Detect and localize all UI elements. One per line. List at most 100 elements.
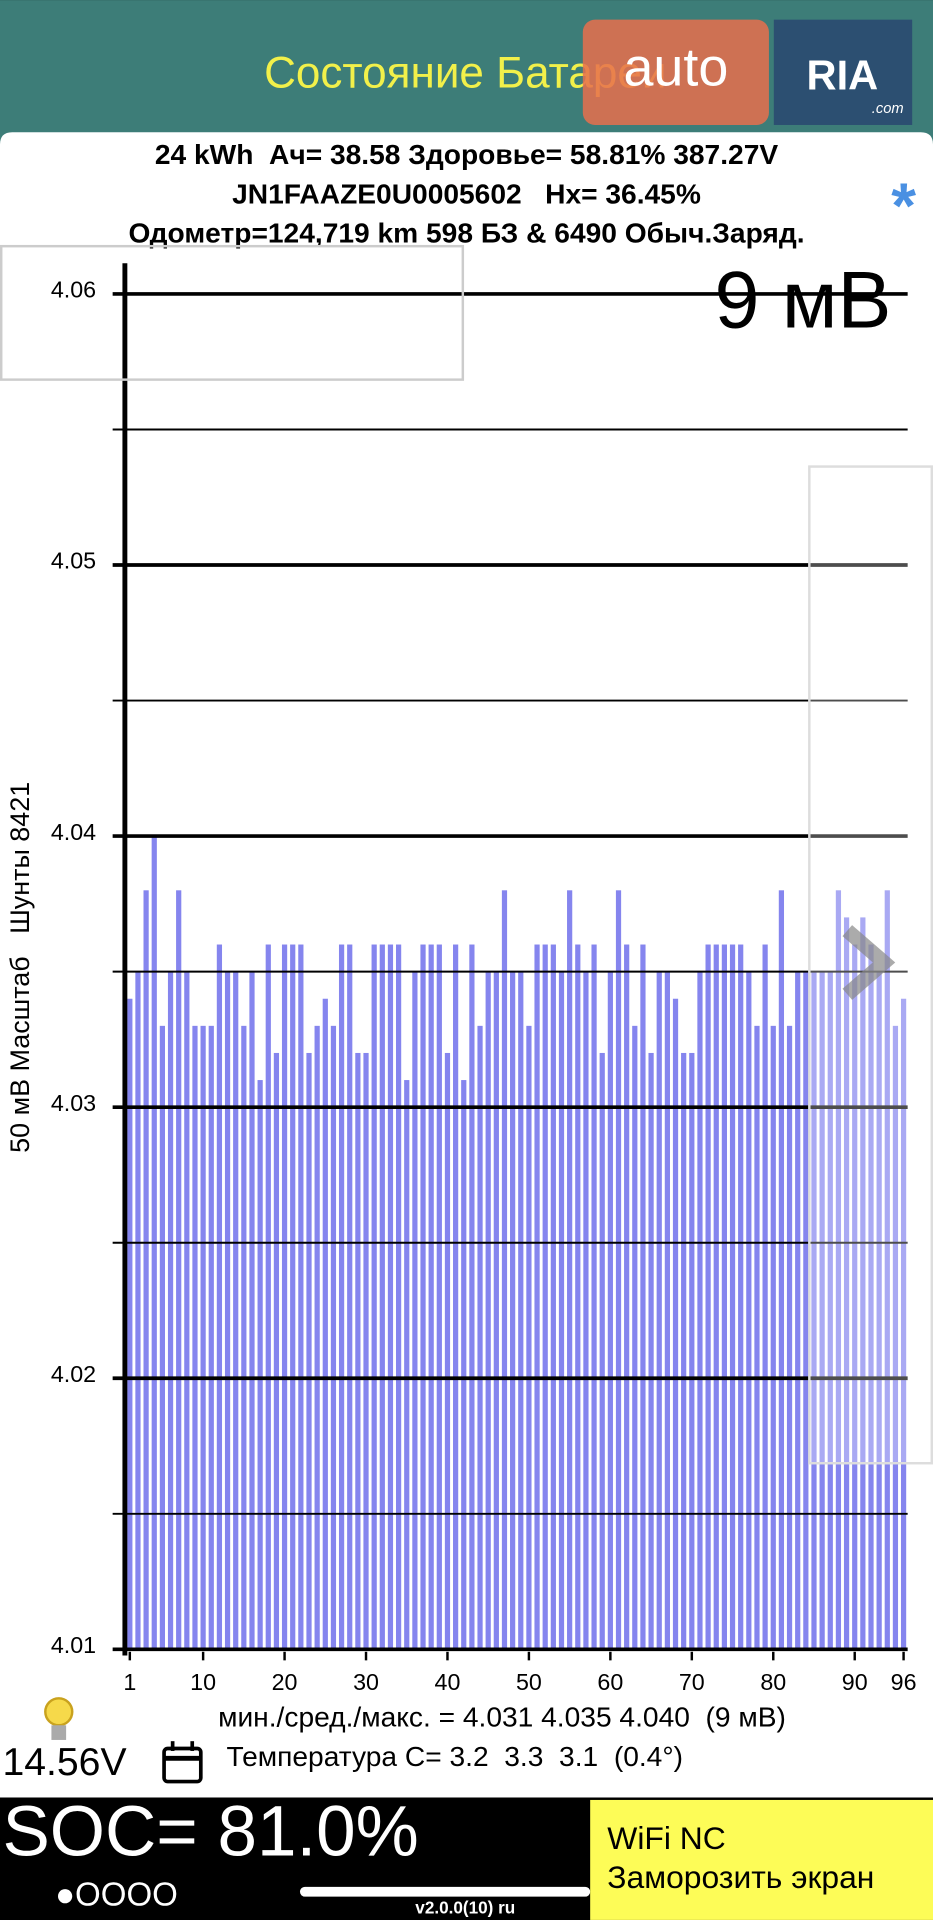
bar <box>347 944 353 1650</box>
bar <box>713 944 719 1650</box>
bar <box>640 944 646 1650</box>
bar <box>705 944 711 1650</box>
freeze-button[interactable]: Заморозить экран <box>607 1859 874 1895</box>
overlay-box <box>0 244 465 381</box>
bar <box>811 971 817 1650</box>
bar <box>241 1025 247 1650</box>
bar <box>249 971 255 1650</box>
bar <box>192 1025 198 1650</box>
y-tick-label: 4.05 <box>51 548 96 574</box>
chevron-icon[interactable] <box>842 925 896 1000</box>
y-axis-label: 50 мВ Масштаб Шунты 8421 <box>5 782 35 1153</box>
bar <box>615 890 622 1650</box>
bar <box>167 971 174 1650</box>
page-dots[interactable]: ●OOOO <box>55 1876 178 1913</box>
bar <box>575 944 581 1650</box>
x-tick-label: 90 <box>842 1669 868 1695</box>
bar <box>200 1025 206 1650</box>
bar <box>404 1080 410 1650</box>
bar <box>819 971 825 1650</box>
bar <box>379 944 385 1650</box>
soc: SOC= 81.0% <box>2 1792 418 1871</box>
bar <box>493 971 499 1650</box>
bar <box>835 890 842 1650</box>
bar <box>754 1025 760 1650</box>
bar <box>395 944 402 1650</box>
x-tick-label: 96 <box>891 1669 917 1695</box>
bar <box>795 971 801 1650</box>
bar <box>485 971 491 1650</box>
bar <box>184 971 190 1650</box>
x-tick-label: 20 <box>272 1669 298 1695</box>
bar <box>681 1052 687 1650</box>
y-tick-label: 4.06 <box>51 277 96 303</box>
bar <box>786 1025 793 1650</box>
bar <box>656 971 662 1650</box>
bar <box>265 944 271 1650</box>
bar <box>607 971 613 1650</box>
wifi-button[interactable]: WiFi NC <box>607 1820 725 1856</box>
bar <box>314 1025 320 1650</box>
x-tick-label: 30 <box>353 1669 379 1695</box>
temperature: Температура C= 3.2 3.3 3.1 (0.4°) <box>227 1741 683 1772</box>
voltage: 14.56V <box>2 1741 126 1784</box>
bar <box>664 971 670 1650</box>
bar <box>363 1052 369 1650</box>
bar <box>900 998 907 1650</box>
bar <box>558 971 565 1650</box>
bar <box>233 971 239 1650</box>
bar <box>672 998 679 1650</box>
y-tick-label: 4.04 <box>51 819 96 845</box>
bar <box>428 944 434 1650</box>
bar <box>461 1080 467 1650</box>
bar <box>827 971 833 1650</box>
action-box[interactable] <box>590 1799 933 1920</box>
watermark-domain: .com <box>872 101 904 117</box>
bar <box>860 917 866 1650</box>
bar <box>290 944 296 1650</box>
bar <box>892 1025 899 1650</box>
x-tick-label: 10 <box>190 1669 216 1695</box>
bar <box>770 1025 776 1650</box>
bar <box>550 944 556 1650</box>
bar <box>127 998 133 1650</box>
bar <box>884 890 890 1650</box>
bar <box>591 944 597 1650</box>
bar <box>412 971 418 1650</box>
bar <box>697 971 703 1650</box>
annotation: 9 мВ <box>715 256 892 346</box>
bulb-icon <box>44 1697 74 1740</box>
bar <box>469 944 475 1650</box>
marker: * <box>891 170 916 241</box>
watermark-auto <box>582 19 769 125</box>
bar <box>632 1025 638 1650</box>
info-line: 24 kWh Ач= 38.58 Здоровье= 58.81% 387.27… <box>155 139 779 170</box>
calendar-icon[interactable] <box>162 1741 203 1784</box>
x-tick-label: 50 <box>516 1669 542 1695</box>
version: v2.0.0(10) ru <box>415 1897 515 1917</box>
watermark-ria <box>773 19 913 125</box>
bar <box>208 1025 214 1650</box>
bar <box>624 944 630 1650</box>
bar <box>501 890 508 1650</box>
bar <box>510 971 516 1650</box>
info-line: Одометр=124,719 km 598 БЗ & 6490 Обыч.За… <box>128 218 804 249</box>
y-tick-label: 4.02 <box>51 1361 96 1387</box>
bar <box>298 944 304 1650</box>
bar <box>135 971 141 1650</box>
bar <box>526 1025 532 1650</box>
bar <box>746 971 752 1650</box>
info-line: JN1FAAZE0U0005602 Hx= 36.45% <box>232 178 701 209</box>
bar <box>599 1052 605 1650</box>
bar <box>273 1052 280 1650</box>
bar <box>876 971 882 1650</box>
x-tick-label: 70 <box>679 1669 705 1695</box>
bar <box>420 944 426 1650</box>
x-tick-label: 1 <box>123 1669 136 1695</box>
bar <box>371 944 377 1650</box>
bar <box>542 944 548 1650</box>
x-tick-label: 60 <box>597 1669 623 1695</box>
bar <box>843 917 850 1650</box>
